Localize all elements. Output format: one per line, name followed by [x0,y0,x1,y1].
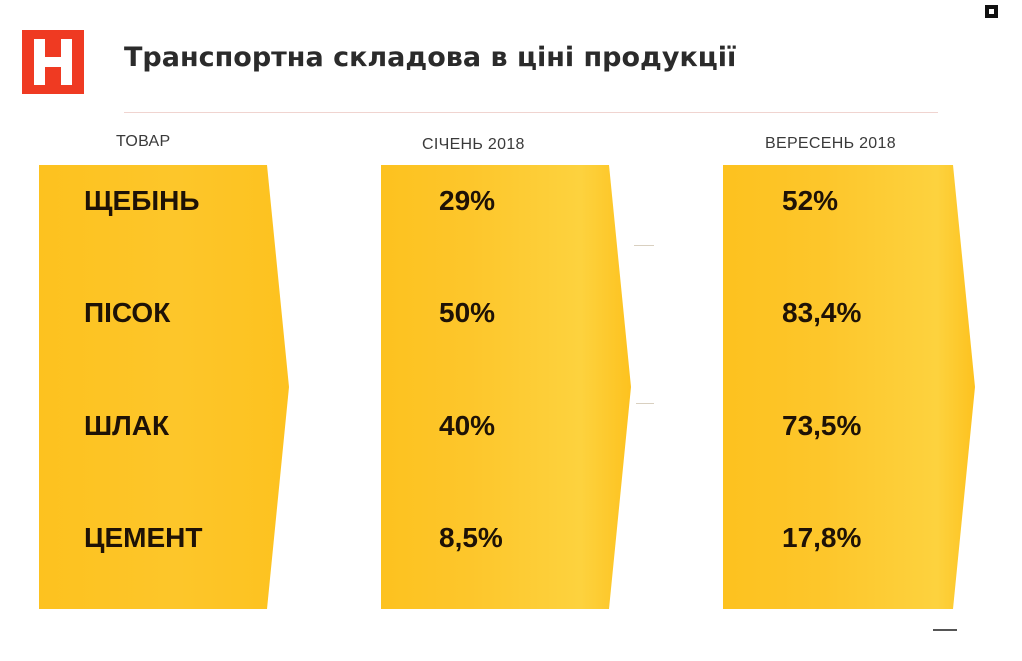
column-header-product: ТОВАР [116,133,171,150]
scan-speck [636,403,654,404]
chevron-panel [39,165,289,609]
jan-2018-column: 29% 50% 40% 8,5% [381,165,631,609]
jan-2018-value: 40% [439,410,496,441]
sep-2018-column: 52% 83,4% 73,5% 17,8% [723,165,975,609]
red-square-logo-icon [22,30,84,94]
chevron-panel [723,165,975,609]
product-cell: ЦЕМЕНТ [84,522,203,553]
scan-speck [634,245,654,246]
title-divider [124,112,938,113]
product-cell: ШЛАК [84,410,170,441]
sep-2018-value: 17,8% [782,522,862,553]
corner-square-icon [985,5,998,18]
jan-2018-value: 29% [439,185,496,216]
chevron-panel [381,165,631,609]
jan-2018-value: 50% [439,297,496,328]
product-column: ЩЕБІНЬ ПІСОК ШЛАК ЦЕМЕНТ [39,165,289,609]
sep-2018-value: 73,5% [782,410,862,441]
product-cell: ЩЕБІНЬ [84,185,200,216]
sep-2018-value: 83,4% [782,297,862,328]
column-header-sep-2018: ВЕРЕСЕНЬ 2018 [765,135,896,152]
column-header-jan-2018: СІЧЕНЬ 2018 [422,136,525,153]
page-title: Транспортна складова в ціні продукції [124,42,737,73]
product-cell: ПІСОК [84,297,171,328]
sep-2018-value: 52% [782,185,839,216]
bottom-dash-mark [933,629,957,631]
jan-2018-value: 8,5% [439,522,503,553]
